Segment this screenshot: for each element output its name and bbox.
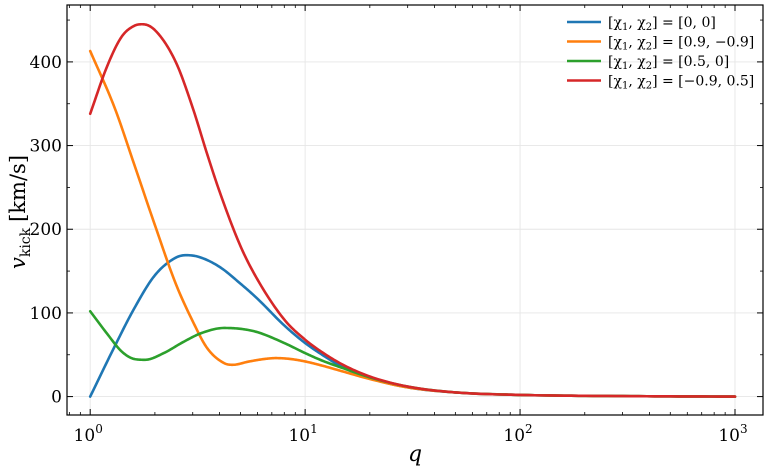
legend-label-prefix: [χ [608, 15, 622, 31]
legend-item: [χ1, χ2] = [0, 0] [567, 15, 716, 33]
x-tick-base: 10 [503, 426, 525, 446]
x-tick-label: 100 [74, 422, 103, 446]
legend-label-sub: 2 [646, 81, 652, 92]
legend-label-suffix: ] = [0, 0] [652, 15, 716, 31]
legend-label-sub: 2 [646, 22, 652, 33]
x-tick-base: 10 [74, 426, 96, 446]
x-tick-exponent: 0 [95, 422, 103, 436]
series-line-2 [88, 49, 737, 398]
legend-label: [χ1, χ2] = [0.9, −0.9] [608, 35, 754, 53]
legend-label-mid: , χ [628, 54, 646, 70]
legend-label-prefix: [χ [608, 54, 622, 70]
legend-label-sub: 2 [646, 61, 652, 72]
legend-label-mid: , χ [628, 74, 646, 90]
series-lines [88, 22, 737, 398]
x-tick-exponent: 2 [525, 422, 533, 436]
legend-label-prefix: [χ [608, 74, 622, 90]
y-tick-label: 100 [30, 304, 62, 324]
legend-label-sub: 2 [646, 42, 652, 53]
legend-item: [χ1, χ2] = [0.5, 0] [567, 54, 729, 72]
legend-label-sub: 1 [622, 42, 628, 53]
series-line-3 [88, 309, 737, 398]
y-axis-label: vkick[km/s] [6, 155, 34, 269]
y-tick-label: 0 [51, 388, 62, 408]
legend-label: [χ1, χ2] = [0, 0] [608, 15, 716, 33]
legend-label: [χ1, χ2] = [−0.9, 0.5] [608, 74, 754, 92]
plot-frame [66, 4, 764, 416]
x-tick-label: 102 [503, 422, 532, 446]
x-tick-label: 101 [288, 422, 317, 446]
legend: [χ1, χ2] = [0, 0][χ1, χ2] = [0.9, −0.9][… [567, 15, 754, 92]
legend-label-suffix: ] = [0.9, −0.9] [652, 35, 754, 51]
series-line-4 [88, 22, 737, 398]
y-tick-label: 200 [30, 220, 62, 240]
x-tick-label: 103 [718, 422, 747, 446]
x-axis-label: q [408, 442, 422, 467]
y-tick-labels: 0 100 200 300 400 [30, 53, 62, 408]
series-line-1 [88, 253, 737, 398]
legend-label-sub: 1 [622, 22, 628, 33]
legend-label-sub: 1 [622, 81, 628, 92]
legend-label-suffix: ] = [−0.9, 0.5] [652, 74, 754, 90]
x-tick-base: 10 [718, 426, 740, 446]
legend-label-sub: 1 [622, 61, 628, 72]
legend-item: [χ1, χ2] = [0.9, −0.9] [567, 35, 754, 53]
axis-ticks [67, 5, 763, 415]
grid [67, 5, 763, 415]
legend-label: [χ1, χ2] = [0.5, 0] [608, 54, 729, 72]
x-tick-exponent: 1 [310, 422, 318, 436]
x-tick-labels: 100 101 102 103 [74, 422, 748, 446]
x-tick-exponent: 3 [740, 422, 748, 436]
legend-label-mid: , χ [628, 15, 646, 31]
legend-label-mid: , χ [628, 35, 646, 51]
legend-label-prefix: [χ [608, 35, 622, 51]
x-tick-base: 10 [288, 426, 310, 446]
y-tick-label: 400 [30, 53, 62, 73]
legend-item: [χ1, χ2] = [−0.9, 0.5] [567, 74, 754, 92]
y-tick-label: 300 [30, 137, 62, 157]
legend-label-suffix: ] = [0.5, 0] [652, 54, 729, 70]
